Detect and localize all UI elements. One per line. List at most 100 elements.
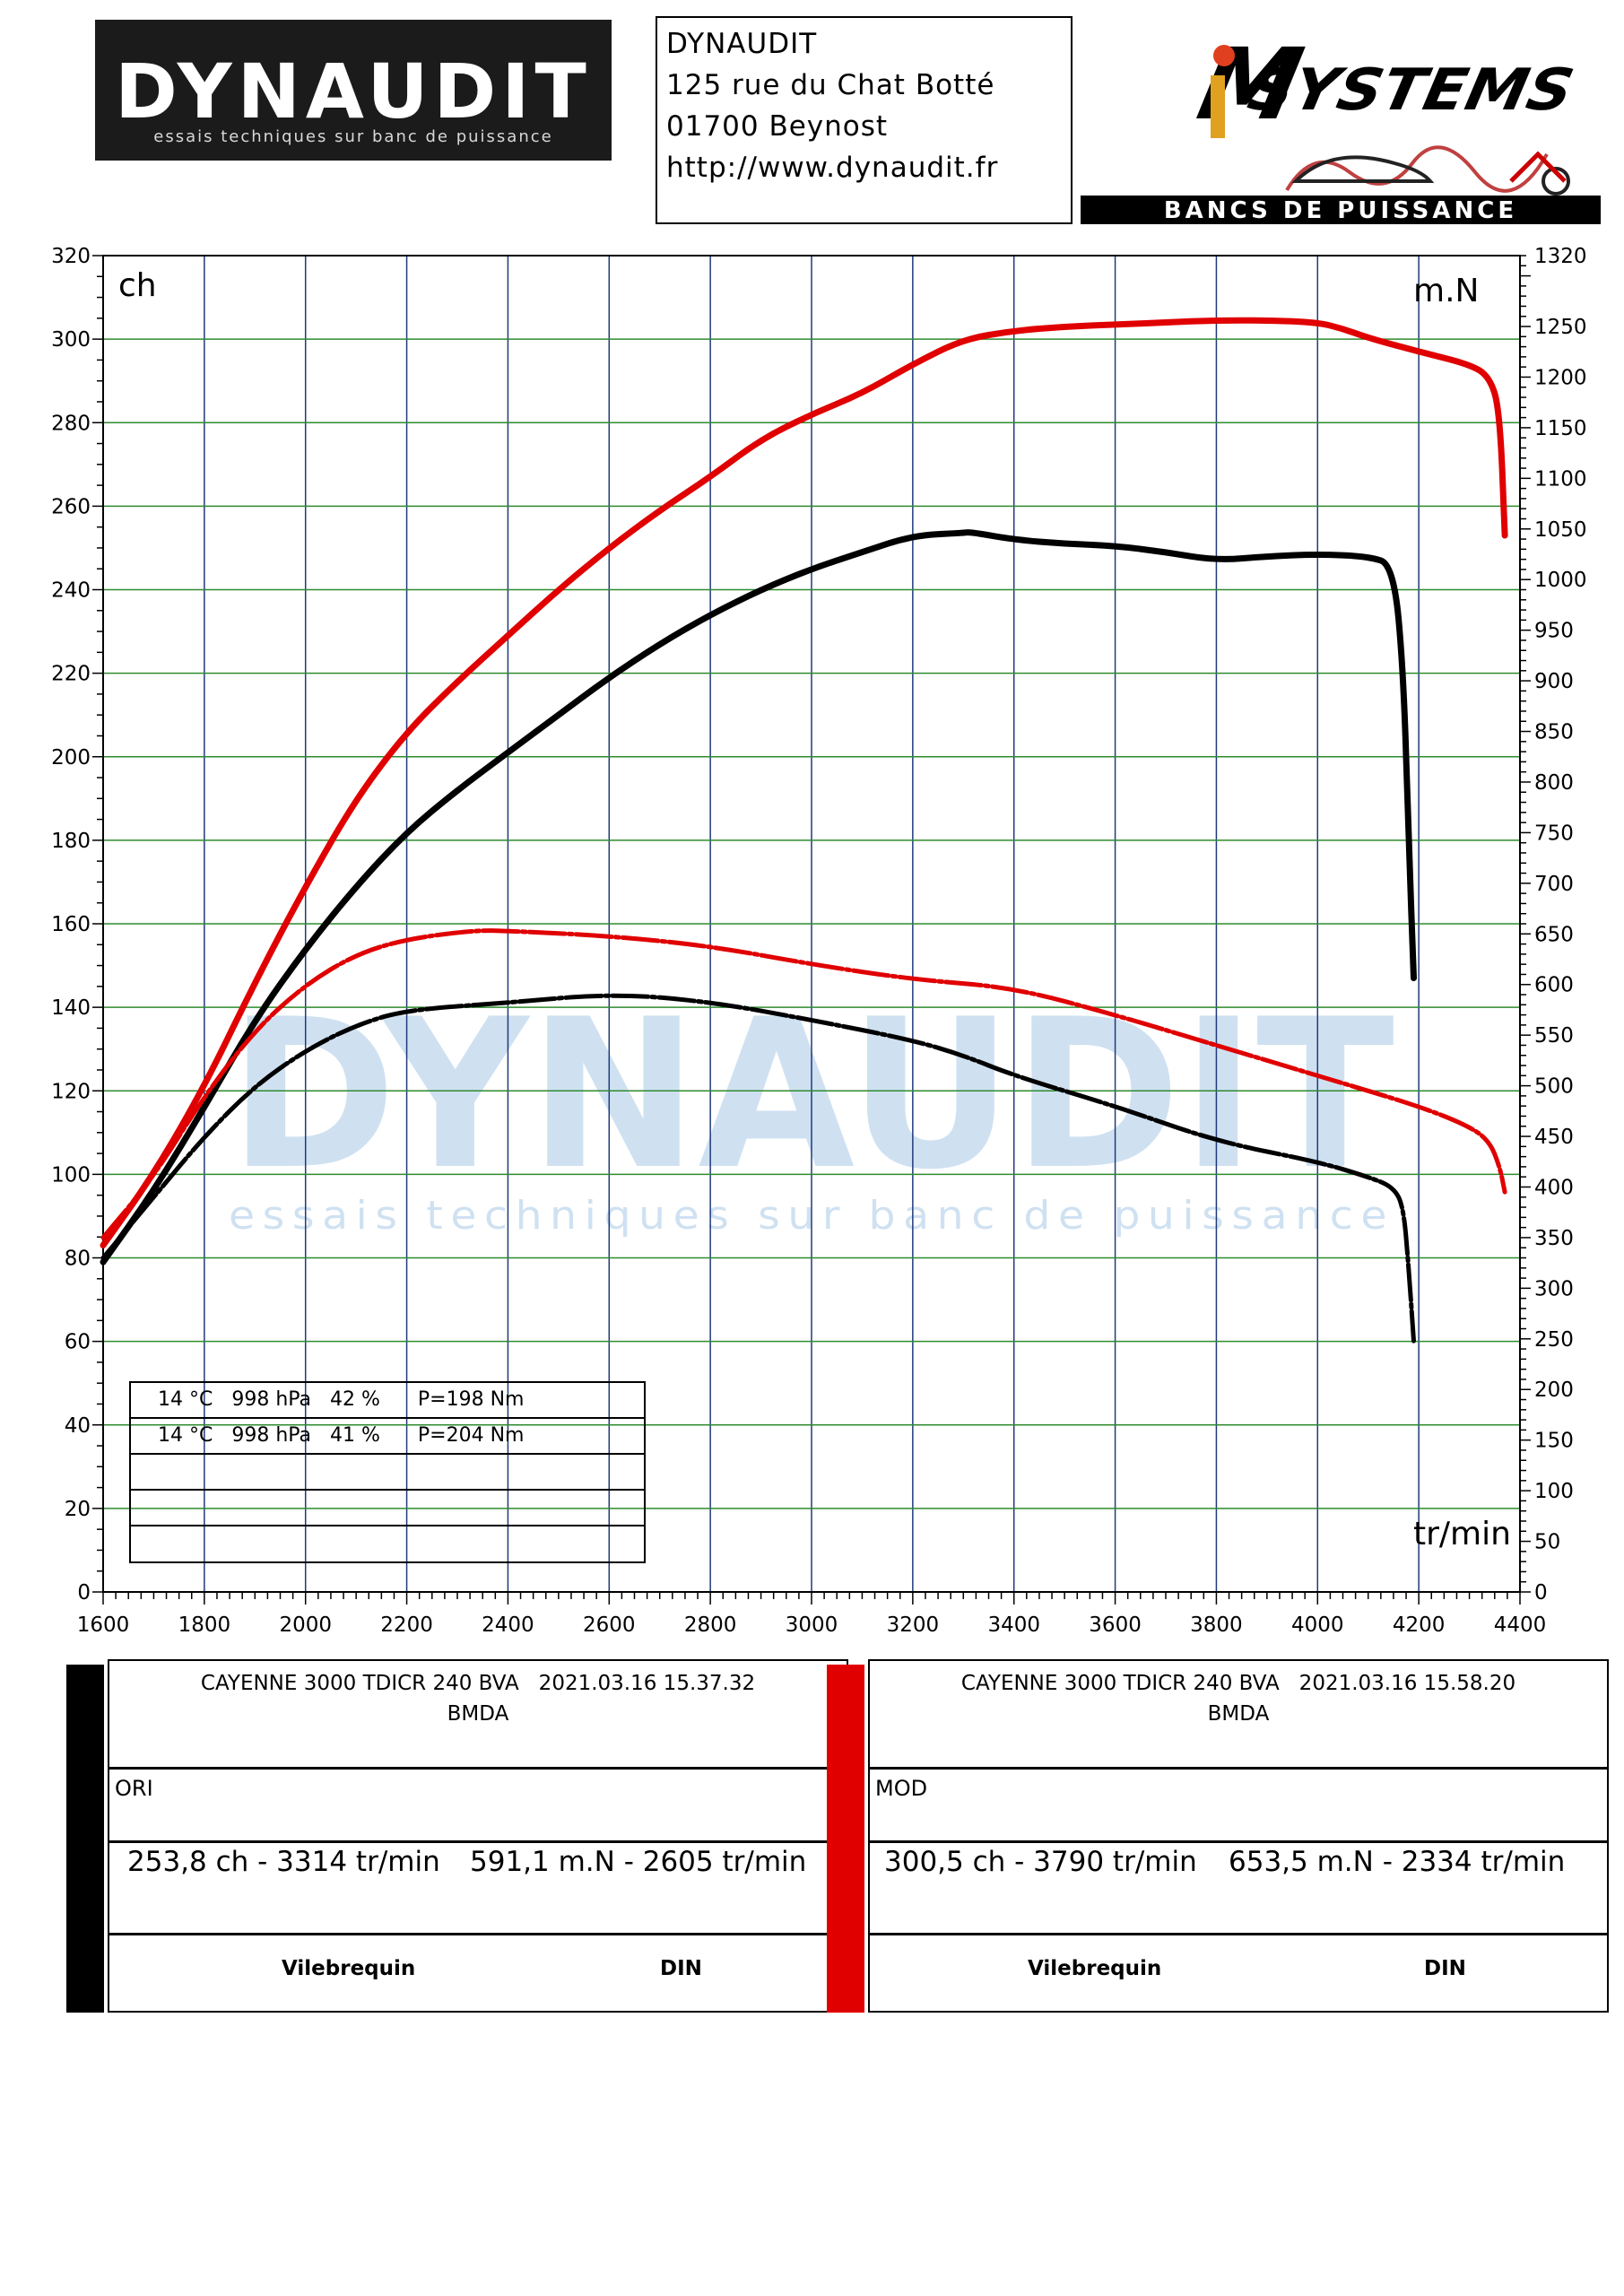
run-color-bar — [66, 1665, 104, 2013]
dynaudit-logo: DYNAUDIT essais techniques sur banc de p… — [95, 20, 612, 161]
mi-logo-dot — [1213, 45, 1235, 66]
left-tick-label: 300 — [51, 328, 91, 352]
divider — [109, 1840, 847, 1843]
right-tick-label: 1100 — [1534, 467, 1587, 491]
address-company: DYNAUDIT — [666, 28, 818, 60]
address-city: 01700 Beynost — [666, 110, 889, 143]
right-tick-label: 700 — [1534, 873, 1574, 896]
mi-logo-wave-icon — [1285, 145, 1549, 193]
right-tick-label: 900 — [1534, 670, 1574, 693]
left-tick-label: 160 — [51, 913, 91, 936]
measure-norm: DIN — [660, 1957, 702, 1980]
divider — [109, 1767, 847, 1770]
right-tick-label: 1320 — [1534, 245, 1587, 268]
car-silhouette-icon — [1291, 155, 1435, 183]
measure-norm: DIN — [1424, 1957, 1466, 1980]
right-tick-label: 200 — [1534, 1378, 1574, 1402]
right-tick-label: 1050 — [1534, 518, 1587, 542]
right-tick-label: 250 — [1534, 1328, 1574, 1352]
left-tick-label: 260 — [51, 495, 91, 518]
run-engine-code: BMDA — [1207, 1702, 1270, 1726]
divider — [109, 1933, 847, 1935]
cond-temp: 14 °C — [158, 1388, 213, 1411]
x-tick-label: 3600 — [1089, 1613, 1142, 1637]
x-tick-label: 4000 — [1291, 1613, 1344, 1637]
conditions-row-ori: 14 °C 998 hPa 42 % P=198 Nm — [131, 1383, 644, 1419]
x-tick-label: 2200 — [380, 1613, 433, 1637]
address-box: DYNAUDIT 125 rue du Chat Botté 01700 Bey… — [656, 16, 1073, 224]
right-tick-label: 150 — [1534, 1430, 1574, 1453]
right-tick-label: 300 — [1534, 1277, 1574, 1300]
left-tick-label: 0 — [77, 1581, 91, 1605]
power-result: 253,8 ch - 3314 tr/min — [127, 1846, 440, 1878]
right-axis-unit: m.N — [1413, 273, 1479, 309]
chart-axes: 1600 1800 2000 2200 2400 2600 2800 3000 3200 3400… — [51, 245, 1586, 1637]
right-tick-label: 1150 — [1534, 417, 1587, 440]
divider — [870, 1840, 1607, 1843]
mod-torque-curve — [100, 928, 1507, 1240]
right-tick-label: 950 — [1534, 620, 1574, 643]
left-tick-label: 220 — [51, 663, 91, 686]
x-tick-label: 3800 — [1190, 1613, 1243, 1637]
left-tick-label: 280 — [51, 412, 91, 435]
cond-p: P=204 Nm — [417, 1424, 525, 1447]
left-tick-label: 100 — [51, 1163, 91, 1187]
torque-result: 591,1 m.N - 2605 tr/min — [470, 1846, 807, 1878]
right-tick-label: 1200 — [1534, 366, 1587, 389]
cond-pressure: 998 hPa — [231, 1388, 312, 1411]
right-tick-label: 1000 — [1534, 569, 1587, 592]
divider — [870, 1933, 1607, 1935]
x-tick-label: 4400 — [1494, 1613, 1547, 1637]
conditions-row-empty — [131, 1491, 644, 1526]
cond-humidity: 41 % — [330, 1424, 380, 1447]
x-axis-unit: tr/min — [1413, 1516, 1511, 1552]
mi-logo-sub: BANCS DE PUISSANCE — [1164, 197, 1517, 224]
right-tick-label: 1250 — [1534, 316, 1587, 339]
left-tick-label: 20 — [65, 1498, 91, 1521]
left-axis-unit: ch — [118, 267, 157, 304]
right-tick-label: 100 — [1534, 1480, 1574, 1503]
cond-humidity: 42 % — [330, 1388, 380, 1411]
motorbike-wheel-icon — [1541, 167, 1570, 196]
x-tick-label: 2400 — [482, 1613, 534, 1637]
run-details: CAYENNE 3000 TDICR 240 BVA 2021.03.16 15… — [868, 1659, 1609, 2013]
right-tick-label: 800 — [1534, 771, 1574, 795]
cond-p: P=198 Nm — [417, 1388, 525, 1411]
dyno-chart: DYNAUDIT essais techniques sur banc de p… — [51, 245, 1586, 1637]
left-tick-label: 40 — [65, 1414, 91, 1438]
watermark-tagline: essais techniques sur banc de puissance — [229, 1193, 1394, 1239]
run-engine-code: BMDA — [447, 1702, 509, 1726]
x-tick-label: 2600 — [583, 1613, 636, 1637]
ori-power-curve — [100, 529, 1417, 1265]
measure-mode: Vilebrequin — [1028, 1957, 1162, 1980]
x-tick-label: 2800 — [684, 1613, 737, 1637]
right-tick-label: 50 — [1534, 1531, 1560, 1554]
torque-result: 653,5 m.N - 2334 tr/min — [1229, 1846, 1566, 1878]
mi-logo-banner — [1081, 196, 1601, 224]
left-tick-label: 80 — [65, 1248, 91, 1271]
logo-tagline: essais techniques sur banc de puissance — [153, 127, 553, 146]
divider — [870, 1767, 1607, 1770]
mi-systems-logo: M SYSTEMS BANCS DE PUISSANCE — [1081, 28, 1601, 224]
left-tick-label: 200 — [51, 746, 91, 770]
cond-temp: 14 °C — [158, 1424, 213, 1447]
right-tick-label: 350 — [1534, 1227, 1574, 1250]
x-tick-label: 1800 — [178, 1613, 231, 1637]
run-details: CAYENNE 3000 TDICR 240 BVA 2021.03.16 15… — [108, 1659, 848, 2013]
conditions-row-empty — [131, 1526, 644, 1562]
left-tick-label: 180 — [51, 830, 91, 853]
right-tick-label: 500 — [1534, 1075, 1574, 1099]
right-tick-label: 550 — [1534, 1024, 1574, 1048]
right-tick-label: 750 — [1534, 822, 1574, 845]
right-tick-label: 600 — [1534, 974, 1574, 997]
run-tag: MOD — [875, 1776, 928, 1801]
cond-pressure: 998 hPa — [231, 1424, 312, 1447]
mi-logo-m: M — [1189, 28, 1312, 143]
address-street: 125 rue du Chat Botté — [666, 69, 995, 101]
motorbike-silhouette-icon — [1509, 151, 1567, 183]
address-website[interactable]: http://www.dynaudit.fr — [666, 152, 999, 184]
x-tick-label: 1600 — [77, 1613, 130, 1637]
run-vehicle: CAYENNE 3000 TDICR 240 BVA 2021.03.16 15… — [200, 1672, 756, 1695]
conditions-row-mod: 14 °C 998 hPa 41 % P=204 Nm — [131, 1419, 644, 1455]
right-tick-label: 0 — [1534, 1581, 1548, 1605]
